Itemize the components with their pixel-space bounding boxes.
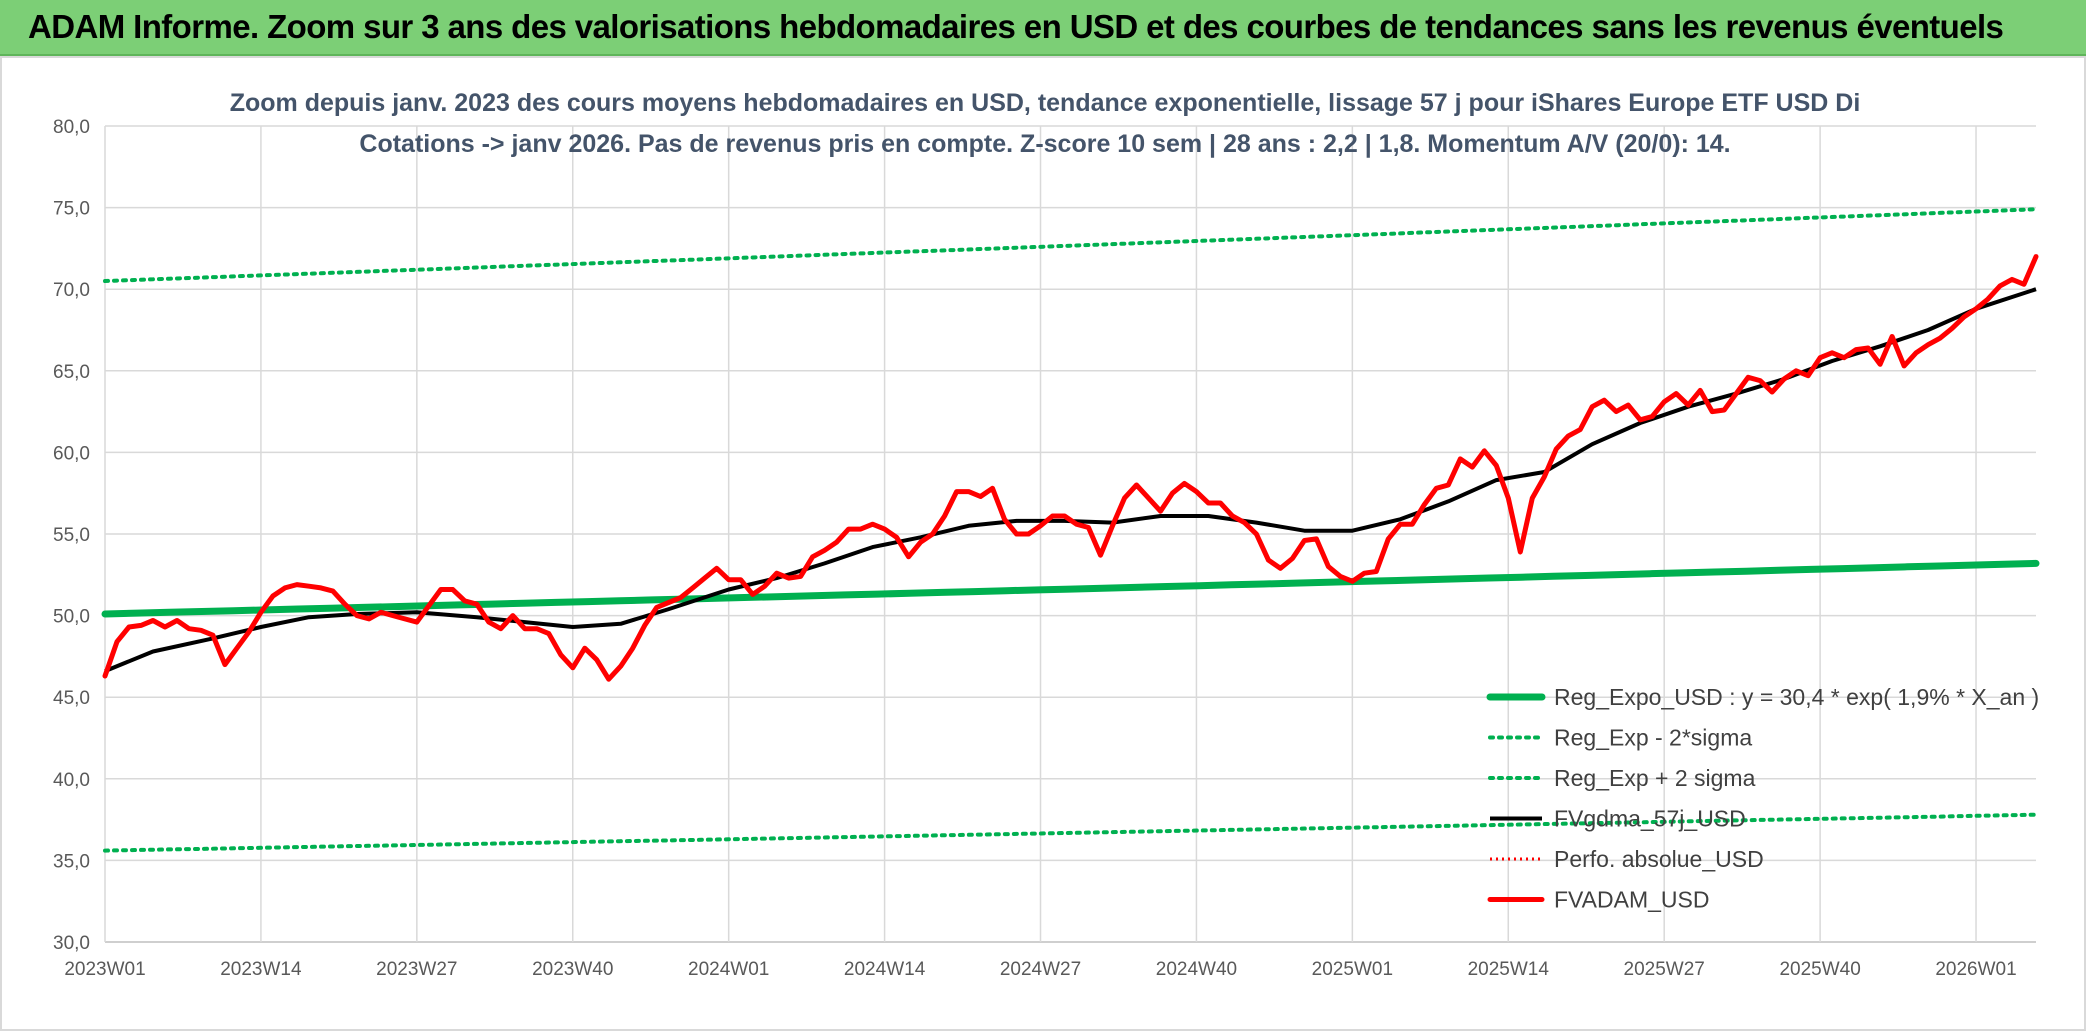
x-tick-label: 2024W27 (1000, 959, 1081, 980)
chart-legend: Reg_Expo_USD : y = 30,4 * exp( 1,9% * X_… (1486, 684, 2039, 913)
x-tick-label: 2025W01 (1312, 959, 1393, 980)
y-tick-label: 35,0 (53, 851, 90, 872)
x-tick-label: 2023W14 (220, 959, 302, 980)
x-tick-label: 2024W14 (844, 959, 926, 980)
y-tick-label: 70,0 (53, 280, 90, 301)
report-title: ADAM Informe. Zoom sur 3 ans des valoris… (28, 8, 2004, 45)
y-tick-label: 50,0 (53, 607, 90, 628)
legend-label: Reg_Exp - 2*sigma (1554, 725, 1752, 751)
y-tick-label: 55,0 (53, 525, 90, 546)
x-axis-ticks: 2023W01 2023W14 2023W27 2023W40 2024W01 2024W… (64, 959, 2016, 980)
y-tick-label: 75,0 (53, 199, 90, 220)
chart-grid (104, 125, 2036, 943)
x-tick-label: 2024W40 (1156, 959, 1237, 980)
legend-label: Reg_Expo_USD : y = 30,4 * exp( 1,9% * X_… (1554, 684, 2039, 710)
y-tick-label: 80,0 (53, 117, 90, 138)
fvgdma-57j-line (104, 287, 2037, 673)
y-tick-label: 65,0 (53, 362, 90, 383)
x-tick-label: 2026W01 (1935, 959, 2016, 980)
chart-series (101, 207, 2040, 853)
x-tick-label: 2023W01 (64, 959, 145, 980)
legend-label: FVgdma_57j_USD (1554, 806, 1746, 832)
x-tick-label: 2023W27 (376, 959, 457, 980)
x-tick-label: 2025W14 (1468, 959, 1550, 980)
y-tick-label: 30,0 (53, 933, 90, 954)
legend-label: FVADAM_USD (1554, 887, 1710, 913)
legend-label: Perfo. absolue_USD (1554, 846, 1764, 872)
legend-label: Reg_Exp + 2 sigma (1554, 765, 1756, 791)
y-tick-label: 40,0 (53, 770, 90, 791)
x-tick-label: 2024W01 (688, 959, 769, 980)
reg-plus-2sigma-line (103, 207, 2038, 283)
x-tick-label: 2023W40 (532, 959, 613, 980)
x-tick-label: 2025W40 (1779, 959, 1860, 980)
fvadam-line (102, 254, 2039, 682)
chart-title-line-2: Cotations -> janv 2026. Pas de revenus p… (359, 130, 1730, 158)
report-header-banner: ADAM Informe. Zoom sur 3 ans des valoris… (0, 0, 2086, 56)
y-tick-label: 45,0 (53, 688, 90, 709)
chart-area: 80,0 75,0 70,0 65,0 60,0 55,0 50,0 45,0 40,0 35,0… (0, 56, 2086, 1031)
chart-title-line-1: Zoom depuis janv. 2023 des cours moyens … (230, 89, 1861, 117)
x-tick-label: 2025W27 (1624, 959, 1705, 980)
line-chart: 80,0 75,0 70,0 65,0 60,0 55,0 50,0 45,0 40,0 35,0… (53, 89, 2040, 980)
y-axis-ticks: 80,0 75,0 70,0 65,0 60,0 55,0 50,0 45,0 40,0 35,0… (53, 117, 90, 954)
reg-minus-2sigma-line (103, 812, 2038, 853)
reg-expo-line (101, 559, 2040, 618)
y-tick-label: 60,0 (53, 443, 90, 464)
